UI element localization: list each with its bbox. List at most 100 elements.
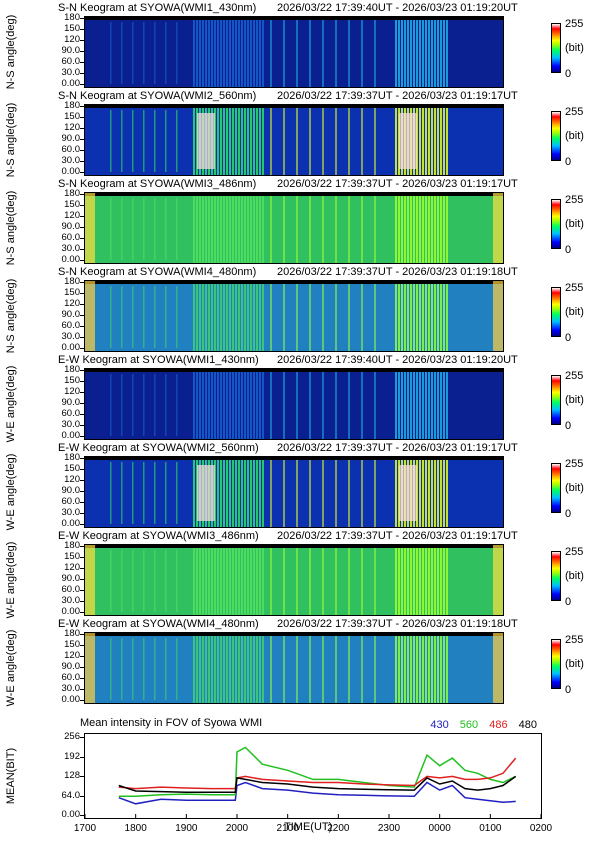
keogram-aurora-streak: [196, 548, 198, 615]
keogram-aurora-streak: [425, 548, 427, 615]
keogram-aurora-streak: [238, 108, 240, 175]
keogram-aurora-streak: [398, 284, 400, 351]
colorbar-min-label: 0: [565, 508, 572, 520]
keogram-aurora-streak: [229, 20, 231, 87]
keogram-aurora-streak: [404, 636, 406, 703]
keogram-aurora-streak: [322, 460, 324, 527]
keogram-aurora-streak: [374, 108, 376, 175]
keogram-y-tick-mark: [80, 117, 84, 118]
keogram-y-tick-mark: [80, 205, 84, 206]
keogram-aurora-streak: [270, 108, 272, 175]
keogram-aurora-streak: [440, 284, 442, 351]
keogram-aurora-streak: [348, 548, 350, 615]
mean-x-axis-label: TIME(UT): [284, 821, 333, 833]
keogram-y-tick-mark: [80, 128, 84, 129]
keogram-y-tick-mark: [80, 139, 84, 140]
colorbar-unit-label: (bit): [565, 658, 584, 670]
keogram-aurora-streak: [270, 284, 272, 351]
keogram-aurora-streak: [296, 20, 298, 87]
keogram-aurora-streak: [443, 108, 445, 175]
keogram-aurora-streak: [270, 460, 272, 527]
keogram-y-tick-mark: [80, 612, 84, 613]
keogram-aurora-streak: [374, 636, 376, 703]
keogram-aurora-streak: [211, 196, 213, 263]
keogram-aurora-streak: [443, 284, 445, 351]
keogram-aurora-streak: [223, 20, 225, 87]
keogram-aurora-streak: [253, 548, 255, 615]
keogram-aurora-streak: [419, 548, 421, 615]
keogram-aurora-streak: [205, 196, 207, 263]
keogram-aurora-streak: [253, 284, 255, 351]
keogram-aurora-streak: [437, 460, 439, 527]
keogram-y-axis-label: W-E angle(deg): [5, 365, 17, 443]
keogram-aurora-streak: [283, 284, 285, 351]
keogram-aurora-streak: [296, 108, 298, 175]
mean-y-tick-mark: [80, 756, 84, 758]
colorbar-unit-label: (bit): [565, 42, 584, 54]
keogram-aurora-streak: [132, 638, 134, 700]
keogram-aurora-streak: [256, 636, 258, 703]
keogram-aurora-streak: [235, 108, 237, 175]
keogram-aurora-streak: [238, 460, 240, 527]
keogram-top-mask: [85, 369, 503, 372]
keogram-aurora-streak: [229, 284, 231, 351]
keogram-aurora-streak: [205, 636, 207, 703]
keogram-y-tick-mark: [80, 568, 84, 569]
keogram-aurora-streak: [410, 636, 412, 703]
keogram-y-axis-label: W-E angle(deg): [5, 541, 17, 619]
keogram-y-tick-label: 90.0: [61, 397, 81, 408]
keogram-aurora-streak: [211, 20, 213, 87]
keogram-aurora-streak: [434, 284, 436, 351]
keogram-aurora-streak: [428, 108, 430, 175]
keogram-y-tick-mark: [80, 370, 84, 371]
keogram-aurora-streak: [244, 460, 246, 527]
keogram-title: S-N Keogram at SYOWA(WMI4_480nm): [58, 266, 257, 278]
keogram-panel: E-W Keogram at SYOWA(WMI2_560nm) 2026/03…: [0, 440, 595, 530]
keogram-aurora-streak: [223, 284, 225, 351]
keogram-aurora-streak: [322, 284, 324, 351]
mean-x-tick-label: 1800: [125, 823, 148, 834]
keogram-y-tick-mark: [80, 458, 84, 459]
keogram-y-tick-mark: [80, 282, 84, 283]
keogram-aurora-streak: [241, 20, 243, 87]
colorbar: [551, 463, 561, 513]
keogram-aurora-streak: [211, 372, 213, 439]
keogram-aurora-streak: [226, 20, 228, 87]
keogram-aurora-streak: [335, 372, 337, 439]
keogram-aurora-streak: [374, 196, 376, 263]
keogram-aurora-streak: [422, 284, 424, 351]
keogram-aurora-streak: [220, 196, 222, 263]
keogram-aurora-streak: [154, 374, 156, 436]
keogram-aurora-streak: [395, 460, 397, 527]
keogram-aurora-streak: [121, 638, 123, 700]
keogram-aurora-streak: [253, 108, 255, 175]
keogram-aurora-streak: [193, 548, 195, 615]
keogram-aurora-streak: [413, 636, 415, 703]
keogram-aurora-streak: [196, 284, 198, 351]
keogram-edge-glow: [493, 281, 503, 351]
wavelength-legend: 430 560 486 480: [422, 719, 537, 731]
keogram-aurora-streak: [259, 548, 261, 615]
keogram-aurora-streak: [348, 108, 350, 175]
keogram-aurora-streak: [238, 372, 240, 439]
keogram-y-tick-mark: [80, 84, 84, 85]
colorbar-max-label: 255: [565, 106, 584, 118]
keogram-aurora-streak: [401, 196, 403, 263]
keogram-aurora-streak: [217, 284, 219, 351]
keogram-y-tick-mark: [80, 557, 84, 558]
keogram-y-tick-label: 180: [64, 452, 80, 463]
keogram-aurora-streak: [132, 286, 134, 348]
keogram-aurora-streak: [428, 196, 430, 263]
keogram-aurora-streak: [220, 460, 222, 527]
keogram-aurora-streak: [165, 22, 167, 84]
keogram-aurora-streak: [176, 550, 178, 612]
keogram-aurora-streak: [395, 284, 397, 351]
keogram-aurora-streak: [176, 110, 178, 172]
keogram-aurora-streak: [401, 284, 403, 351]
keogram-aurora-streak: [205, 372, 207, 439]
keogram-aurora-streak: [220, 372, 222, 439]
keogram-aurora-streak: [132, 22, 134, 84]
keogram-y-tick-label: 150: [64, 375, 80, 386]
series-line-430: [118, 781, 516, 805]
keogram-aurora-streak: [296, 548, 298, 615]
